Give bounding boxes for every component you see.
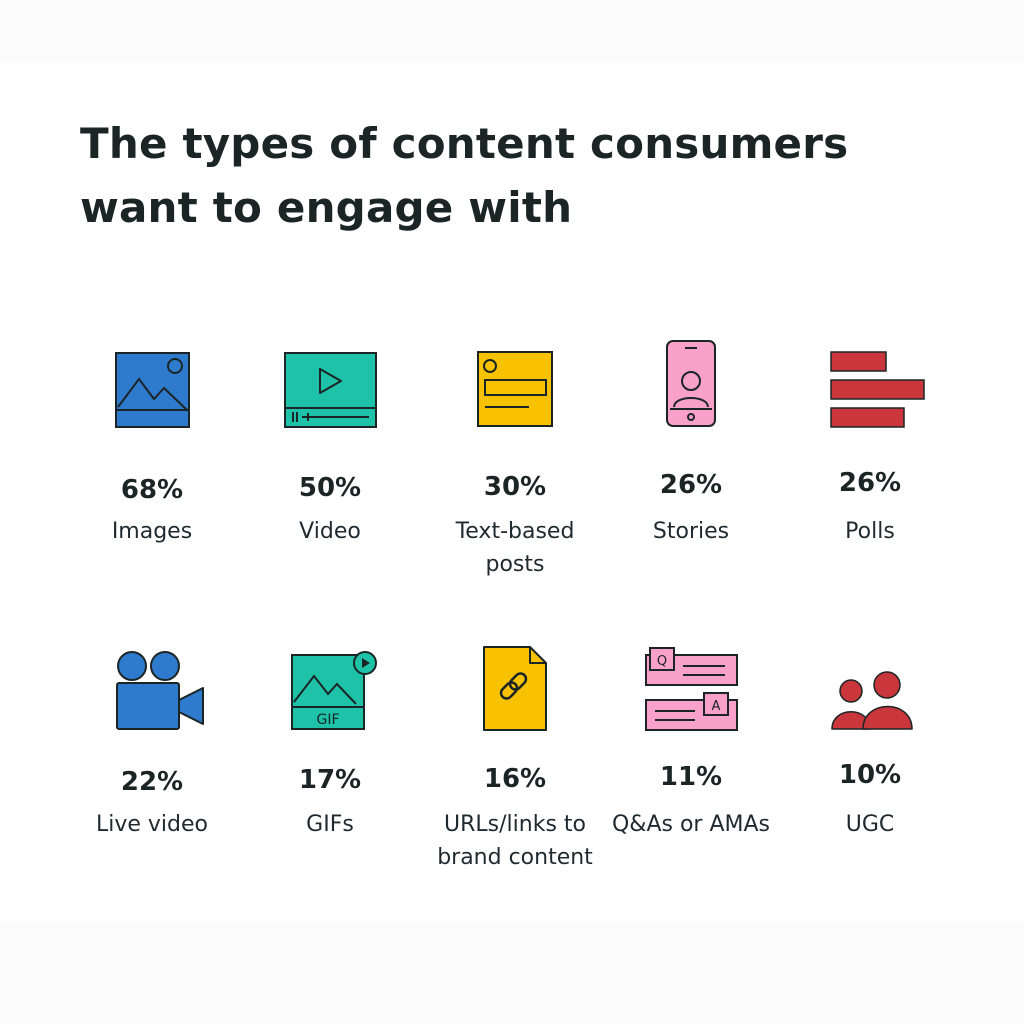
infographic-card: [0, 62, 1024, 922]
stat-value-live-video: 22%: [120, 767, 184, 797]
stat-value-qa: 11%: [659, 762, 723, 792]
video-camera-icon: [116, 651, 204, 730]
gif-icon: GIF: [291, 651, 377, 730]
stat-value-video: 50%: [298, 473, 362, 503]
stat-label-stories: Stories: [652, 519, 730, 544]
qa-bubbles-icon: Q A: [645, 647, 738, 731]
stat-value-polls: 26%: [838, 468, 902, 498]
stat-value-links: 16%: [483, 764, 547, 794]
video-player-icon: [284, 352, 377, 428]
poll-bars-icon: [830, 351, 925, 428]
gif-icon-text: GIF: [316, 712, 339, 728]
stat-label-qa: Q&As or AMAs: [611, 812, 771, 837]
stat-value-ugc: 10%: [838, 760, 902, 790]
stat-label-images: Images: [111, 519, 193, 544]
stat-value-images: 68%: [120, 475, 184, 505]
stat-value-gifs: 17%: [298, 765, 362, 795]
stat-value-text-posts: 30%: [483, 472, 547, 502]
smartphone-story-icon: [666, 340, 716, 427]
text-post-icon: [477, 351, 553, 427]
stat-label-text-posts: Text-based posts: [455, 519, 575, 577]
stat-label-gifs: GIFs: [306, 812, 354, 837]
title-line-1: The types of content consumers: [80, 119, 849, 168]
answer-letter: A: [712, 699, 721, 714]
stat-value-stories: 26%: [659, 470, 723, 500]
title-line-2: want to engage with: [80, 183, 573, 232]
question-letter: Q: [657, 654, 667, 669]
link-document-icon: [483, 646, 547, 731]
stat-label-links: URLs/links to brand content: [437, 812, 593, 870]
people-icon: [831, 671, 913, 730]
stat-label-ugc: UGC: [845, 812, 895, 837]
image-icon: [115, 352, 190, 428]
stat-label-video: Video: [299, 519, 361, 544]
stat-label-live-video: Live video: [95, 812, 208, 837]
page-title: The types of content consumers want to e…: [80, 112, 960, 240]
stat-label-polls: Polls: [845, 519, 895, 544]
